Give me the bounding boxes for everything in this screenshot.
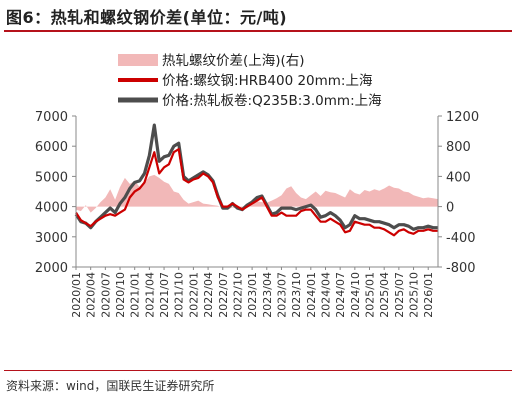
x-tick-label: 2021/10 bbox=[173, 272, 186, 318]
y-right-tick-label: 800 bbox=[446, 140, 471, 155]
title-divider bbox=[4, 30, 512, 32]
y-left-tick-label: 5000 bbox=[35, 170, 68, 185]
x-tick-label: 2023/07 bbox=[275, 272, 288, 318]
legend-swatch-spread bbox=[118, 54, 158, 66]
x-tick-label: 2025/01 bbox=[364, 272, 377, 318]
y-right-tick-label: -400 bbox=[446, 231, 476, 246]
y-left-tick-label: 3000 bbox=[35, 231, 68, 246]
y-right-tick-label: 400 bbox=[446, 170, 471, 185]
legend-label: 价格:螺纹钢:HRB400 20mm:上海 bbox=[162, 73, 372, 89]
x-tick-label: 2024/01 bbox=[305, 272, 318, 318]
x-tick-label: 2022/10 bbox=[231, 272, 244, 318]
x-tick-label: 2023/04 bbox=[261, 272, 274, 318]
figure-title: 图6：热轧和螺纹钢价差(单位：元/吨) bbox=[6, 8, 288, 27]
x-tick-label: 2025/07 bbox=[393, 272, 406, 318]
x-tick-label: 2020/04 bbox=[85, 272, 98, 318]
source-note: 资料来源：wind，国联民生证券研究所 bbox=[6, 379, 215, 393]
x-tick-label: 2021/04 bbox=[143, 272, 156, 318]
y-left-tick-label: 2000 bbox=[35, 261, 68, 276]
x-tick-label: 2022/04 bbox=[202, 272, 215, 318]
y-left-tick-label: 4000 bbox=[35, 201, 68, 216]
x-tick-label: 2026/01 bbox=[422, 272, 435, 318]
x-tick-label: 2025/10 bbox=[408, 272, 421, 318]
x-tick-label: 2023/01 bbox=[246, 272, 259, 318]
source-divider bbox=[4, 370, 512, 371]
x-tick-label: 2025/04 bbox=[378, 272, 391, 318]
series-rebar-line bbox=[75, 148, 438, 237]
x-tick-label: 2020/07 bbox=[99, 272, 112, 318]
legend-label: 热轧螺纹价差(上海)(右) bbox=[162, 53, 305, 69]
chart-area: 2000 3000 4000 5000 6000 7000 -800 -400 0 400 800 1… bbox=[35, 53, 479, 318]
x-tick-label: 2020/10 bbox=[114, 272, 127, 318]
x-tick-label: 2024/04 bbox=[319, 272, 332, 318]
x-tick-label: 2023/10 bbox=[290, 272, 303, 318]
x-tick-label: 2022/07 bbox=[217, 272, 230, 318]
x-tick-label: 2021/07 bbox=[158, 272, 171, 318]
y-right-tick-label: 1200 bbox=[446, 110, 479, 125]
legend-label: 价格:热轧板卷:Q235B:3.0mm:上海 bbox=[162, 93, 382, 109]
x-tick-label: 2020/01 bbox=[70, 272, 83, 318]
x-tick-label: 2022/01 bbox=[187, 272, 200, 318]
series-hrc-line bbox=[74, 123, 438, 231]
y-right-tick-label: 0 bbox=[446, 201, 454, 216]
y-left-tick-label: 7000 bbox=[35, 110, 68, 125]
x-tick-label: 2024/10 bbox=[349, 272, 362, 318]
x-tick-label: 2021/01 bbox=[129, 272, 142, 318]
y-right-tick-label: -800 bbox=[446, 261, 476, 276]
x-tick-label: 2024/07 bbox=[334, 272, 347, 318]
y-left-tick-label: 6000 bbox=[35, 140, 68, 155]
series-spread-area bbox=[76, 174, 438, 213]
